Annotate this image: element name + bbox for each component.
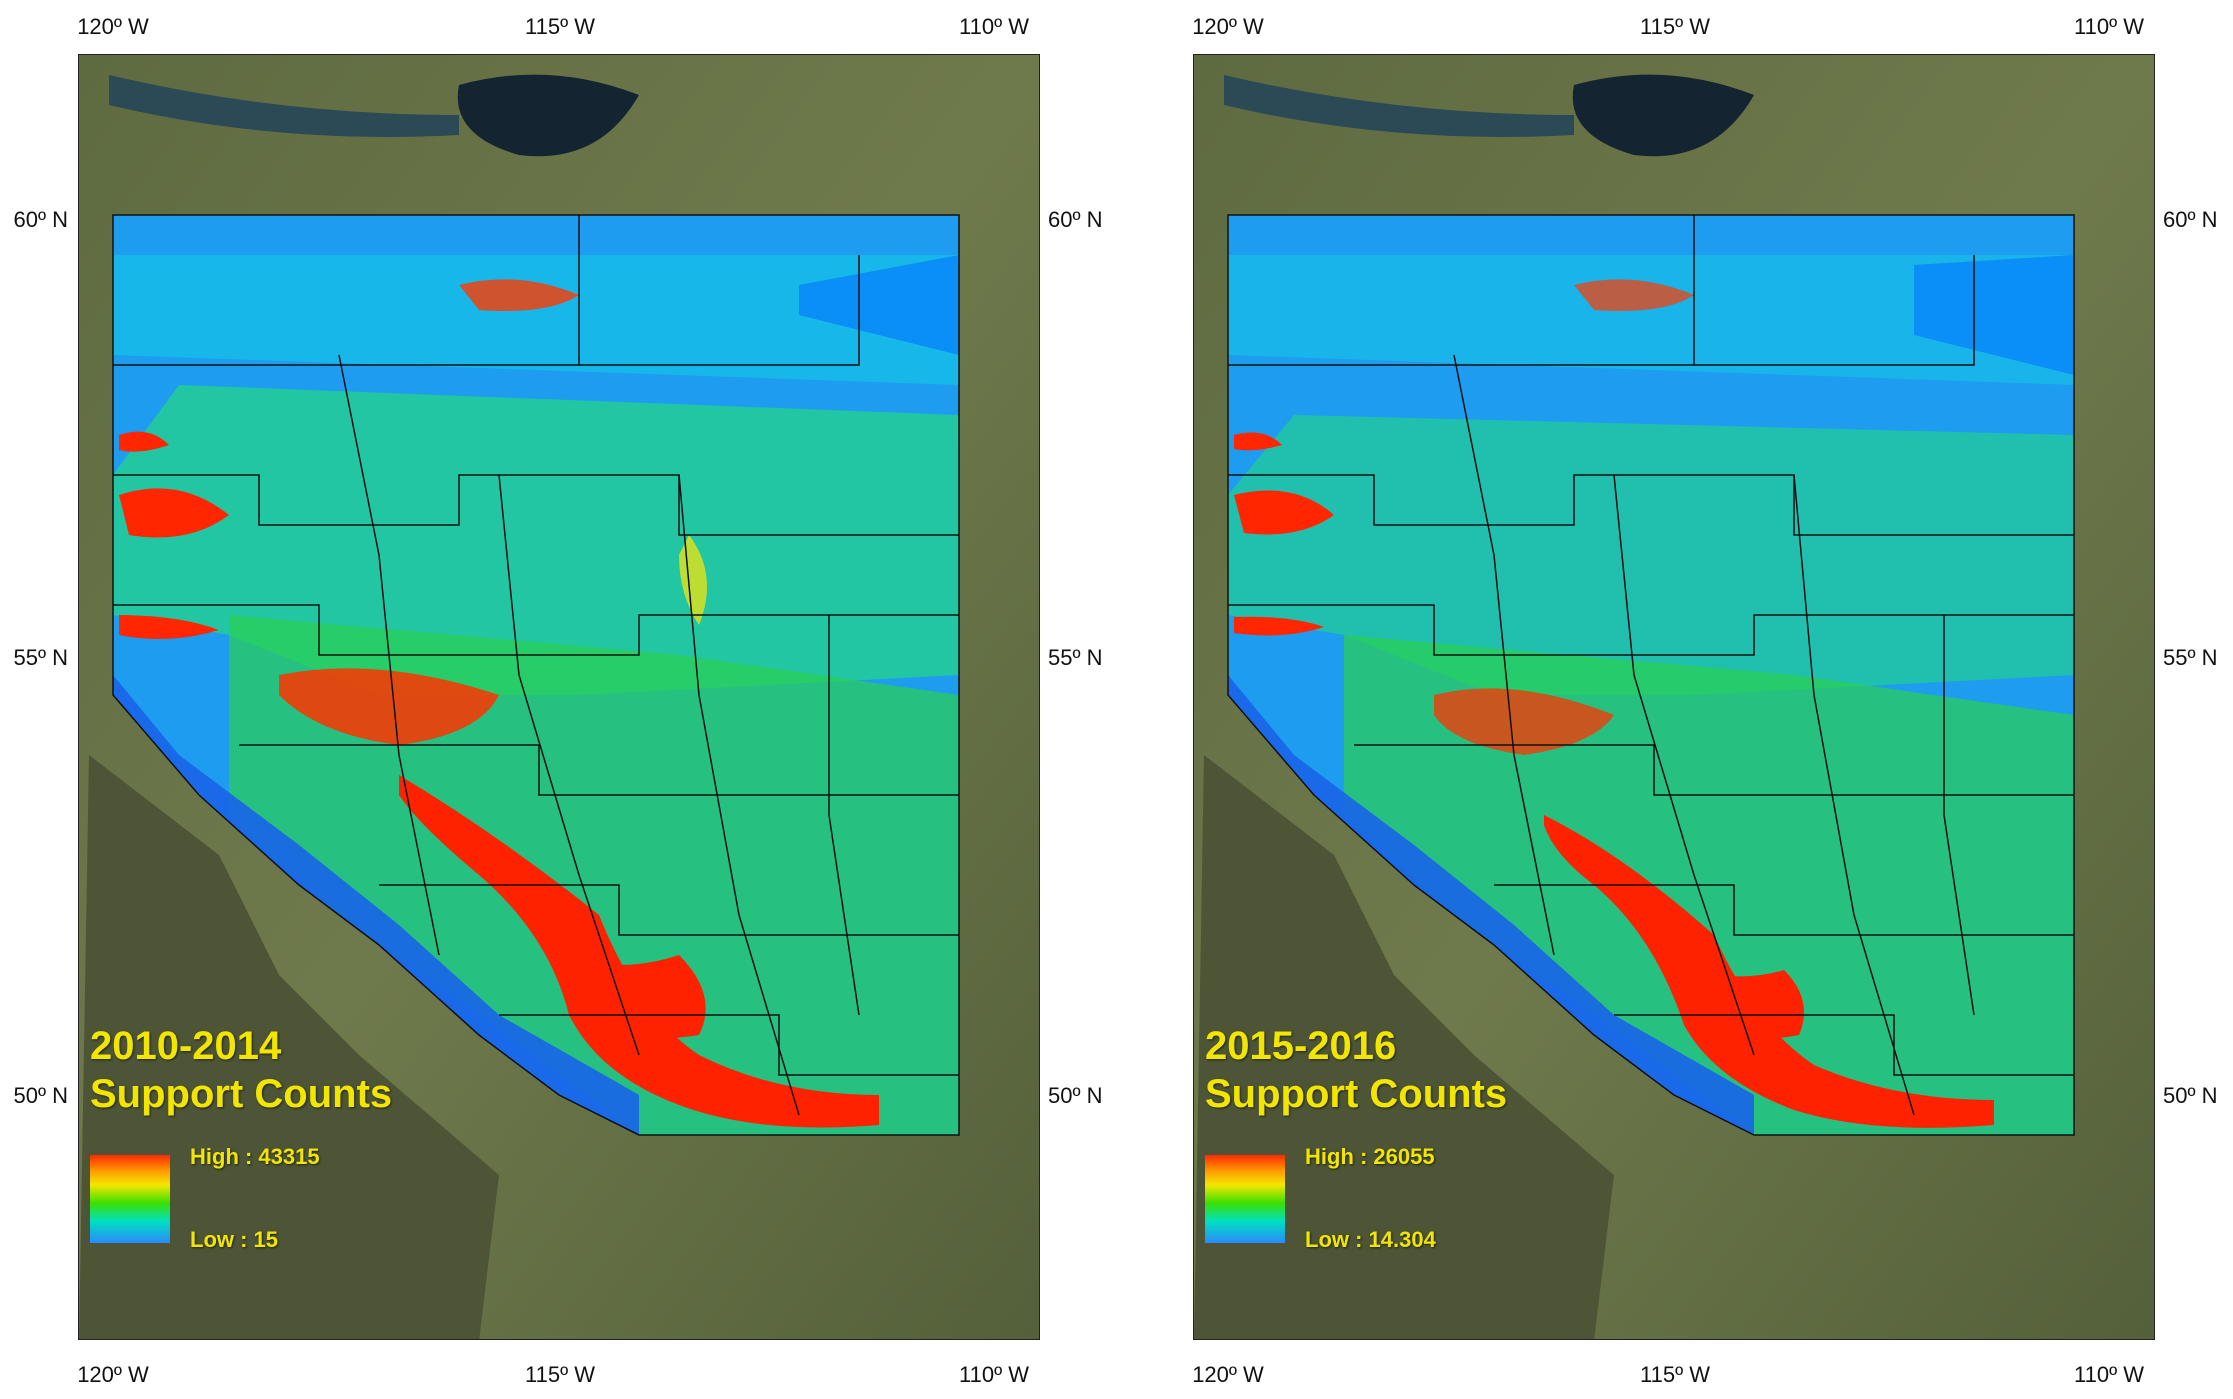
river [109, 75, 459, 137]
lat-label-60n-left: 60º N [13, 207, 68, 232]
heatmap-svg [1194, 55, 2154, 1339]
map-panel-2015-2016: 120º W 115º W 110º W 120º W 115º W 110º … [1115, 0, 2217, 1399]
lake [1572, 74, 1754, 157]
legend-high-label: High : 26055 [1305, 1144, 1435, 1169]
legend-color-ramp [90, 1155, 170, 1243]
lon-label-115w-top: 115º W [1640, 14, 1710, 39]
lon-label-115w-bottom: 115º W [1640, 1362, 1710, 1387]
map-image [1193, 54, 2155, 1340]
lon-label-120w-top: 120º W [1192, 14, 1264, 39]
legend-low-label: Low : 14.304 [1305, 1227, 1436, 1252]
mountains [1194, 755, 1614, 1339]
map-title-line1: 2010-2014 [90, 1024, 282, 1068]
lon-label-110w-bottom: 110º W [2074, 1362, 2144, 1387]
lon-label-120w-top: 120º W [77, 14, 149, 39]
map-title-line2: Support Counts [1205, 1072, 1508, 1116]
lon-label-120w-bottom: 120º W [1192, 1362, 1264, 1387]
legend-high-label: High : 43315 [190, 1144, 320, 1169]
boundary-lines [1227, 214, 2075, 1136]
lat-label-55n-right: 55º N [2163, 645, 2218, 670]
map-image [78, 54, 1040, 1340]
lat-label-60n-right: 60º N [2163, 207, 2218, 232]
legend-low-label: Low : 15 [190, 1227, 279, 1252]
map-title-line2: Support Counts [90, 1072, 393, 1116]
lat-label-50n-right: 50º N [2163, 1083, 2218, 1108]
lat-label-50n-left: 50º N [13, 1083, 68, 1108]
river [1224, 75, 1574, 137]
lat-label-60n-right: 60º N [1048, 207, 1103, 232]
lon-label-115w-top: 115º W [525, 14, 595, 39]
map-title-line1: 2015-2016 [1205, 1024, 1397, 1068]
lat-label-55n-right: 55º N [1048, 645, 1103, 670]
mountains [79, 755, 499, 1339]
lake [457, 74, 639, 157]
lon-label-110w-top: 110º W [959, 14, 1029, 39]
lat-label-50n-right: 50º N [1048, 1083, 1103, 1108]
legend-color-ramp [1205, 1155, 1285, 1243]
map-panel-2010-2014: 120º W 115º W 110º W 120º W 115º W 110º … [0, 0, 1102, 1399]
lon-label-110w-bottom: 110º W [959, 1362, 1029, 1387]
lon-label-115w-bottom: 115º W [525, 1362, 595, 1387]
boundary-lines [112, 214, 960, 1136]
lon-label-120w-bottom: 120º W [77, 1362, 149, 1387]
heatmap-svg [79, 55, 1039, 1339]
lat-label-55n-left: 55º N [13, 645, 68, 670]
lon-label-110w-top: 110º W [2074, 14, 2144, 39]
